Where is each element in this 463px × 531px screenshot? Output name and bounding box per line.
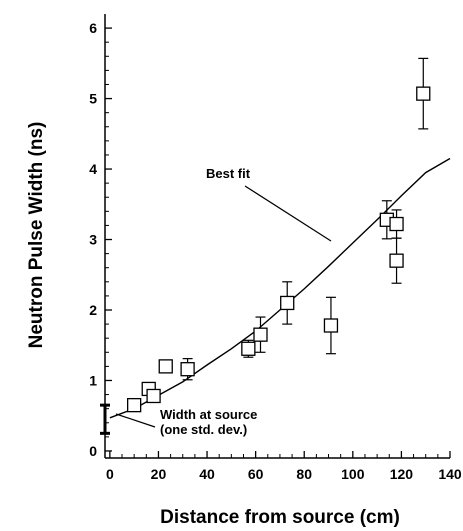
x-tick-label: 120 bbox=[390, 466, 414, 482]
data-point bbox=[389, 216, 404, 232]
fit-line-layer bbox=[109, 157, 451, 419]
y-tick-label: 2 bbox=[89, 302, 97, 318]
best-fit-annotation: Best fit bbox=[206, 166, 251, 181]
x-tick-label: 20 bbox=[151, 466, 167, 482]
best-fit-line bbox=[109, 157, 451, 419]
x-tick-label: 80 bbox=[296, 466, 312, 482]
y-tick-label: 6 bbox=[89, 20, 97, 36]
data-point bbox=[127, 397, 142, 413]
y-axis-title: Neutron Pulse Width (ns) bbox=[26, 122, 47, 349]
x-tick-label: 0 bbox=[106, 466, 114, 482]
data-point bbox=[241, 341, 256, 356]
data-point bbox=[389, 253, 404, 268]
y-tick-label: 1 bbox=[89, 372, 97, 388]
x-tick-label: 100 bbox=[341, 466, 365, 482]
y-tick-label: 0 bbox=[89, 443, 97, 459]
y-tick-label: 3 bbox=[89, 232, 97, 248]
source-annotation-line1: Width at source bbox=[160, 407, 257, 422]
data-point bbox=[416, 86, 431, 101]
x-tick-label: 60 bbox=[248, 466, 264, 482]
data-points-layer bbox=[127, 57, 431, 413]
data-point bbox=[280, 295, 295, 311]
x-tick-label: 40 bbox=[199, 466, 215, 482]
data-point bbox=[146, 388, 161, 404]
data-point bbox=[323, 318, 339, 333]
data-point bbox=[253, 327, 268, 342]
x-tick-label: 140 bbox=[438, 466, 462, 482]
y-tick-label: 4 bbox=[89, 161, 97, 177]
source-annotation-arrow bbox=[115, 413, 156, 428]
data-point bbox=[180, 362, 195, 377]
source-annotation-line2: (one std. dev.) bbox=[160, 422, 247, 437]
best-fit-annotation-arrow bbox=[244, 185, 332, 242]
y-tick-label: 5 bbox=[89, 91, 97, 107]
data-point bbox=[158, 359, 173, 374]
x-axis-title: Distance from source (cm) bbox=[160, 507, 400, 528]
